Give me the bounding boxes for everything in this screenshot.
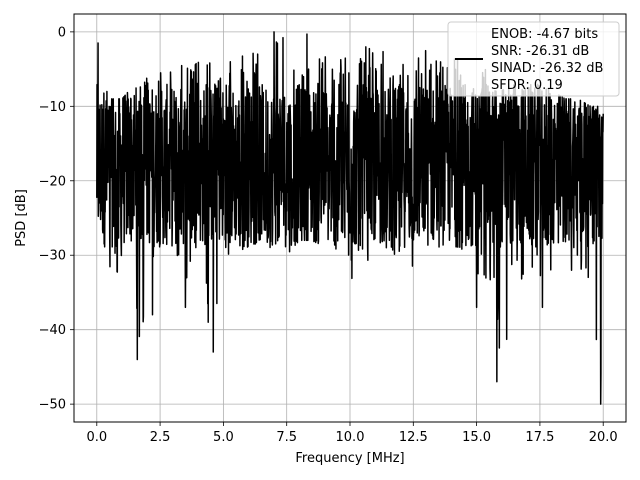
psd-series-line [96,31,604,405]
x-tick-label: 12.5 [399,430,428,445]
x-tick-label: 7.5 [276,430,297,445]
y-axis: 0 −10 −20 −30 −40 −50 [39,25,74,413]
legend-snr: SNR: -26.31 dB [491,44,589,59]
x-axis: 0.0 2.5 5.0 7.5 10.0 12.5 15.0 17.5 20.0 [86,422,618,445]
y-tick-label: 0 [58,25,66,40]
x-tick-label: 5.0 [213,430,234,445]
legend-box [447,21,620,97]
x-tick-label: 15.0 [462,430,491,445]
y-tick-label: −10 [39,100,66,115]
x-tick-label: 2.5 [150,430,171,445]
y-tick-label: −50 [39,398,66,413]
x-tick-label: 0.0 [86,430,107,445]
y-tick-label: −30 [39,249,66,264]
x-axis-label: Frequency [MHz] [295,451,404,466]
x-tick-label: 17.5 [525,430,554,445]
x-tick-label: 20.0 [589,430,618,445]
series-line-layer [96,31,604,405]
y-tick-label: −40 [39,323,66,338]
y-tick-label: −20 [39,174,66,189]
legend: ENOB: -4.67 bits SNR: -26.31 dB SINAD: -… [447,21,620,97]
legend-sfdr: SFDR: 0.19 [491,78,563,93]
legend-enob: ENOB: -4.67 bits [491,27,598,42]
y-axis-label: PSD [dB] [14,189,29,247]
legend-sinad: SINAD: -26.32 dB [491,61,603,76]
x-tick-label: 10.0 [336,430,365,445]
